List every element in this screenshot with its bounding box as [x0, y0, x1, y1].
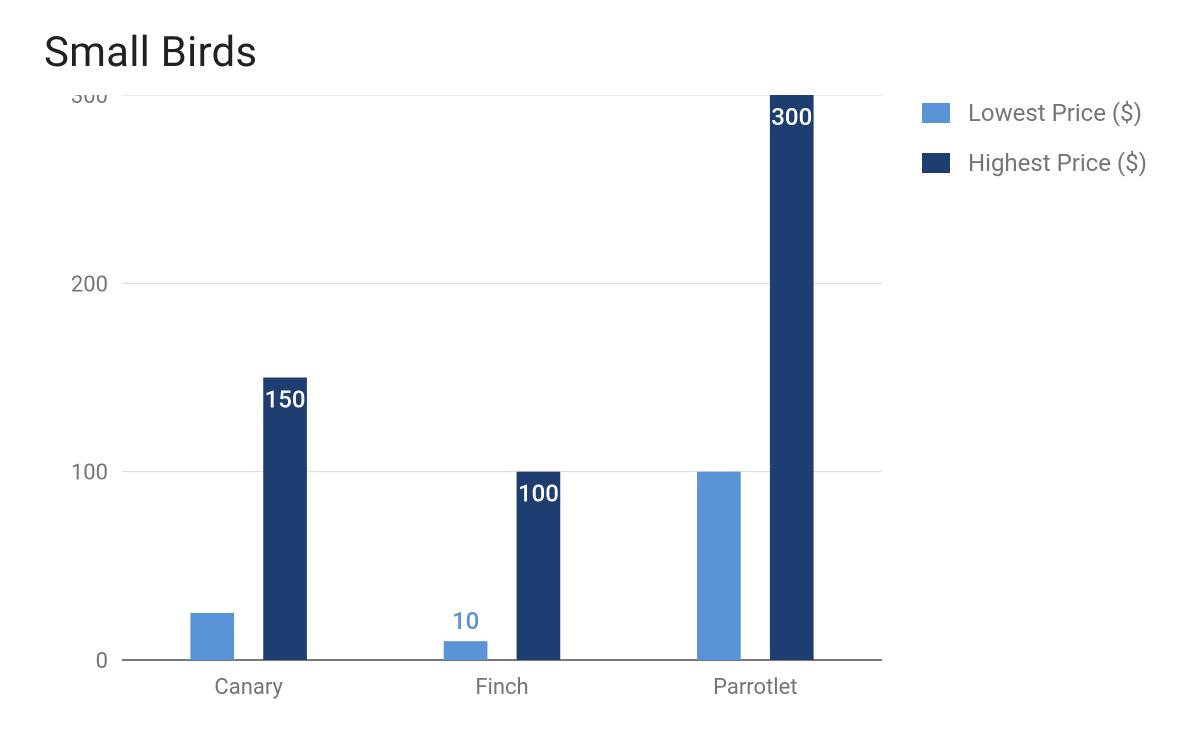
chart-title: Small Birds — [44, 28, 1160, 77]
x-category-label: Canary — [214, 675, 283, 700]
bar-value-label: 10 — [452, 607, 479, 635]
legend: Lowest Price ($) Highest Price ($) — [922, 99, 1147, 199]
legend-item-highest: Highest Price ($) — [922, 149, 1147, 177]
x-category-label: Parrotlet — [713, 675, 797, 700]
legend-item-lowest: Lowest Price ($) — [922, 99, 1147, 127]
bar — [263, 378, 307, 661]
y-tick-label: 300 — [71, 95, 108, 109]
chart-plot-wrap: 0 100 200 300 Canary Finch Parrotlet 25 150 10 100… — [40, 95, 900, 710]
y-tick-label: 0 — [96, 649, 108, 674]
bar — [770, 95, 814, 660]
bar — [444, 641, 488, 660]
y-tick-label: 200 — [71, 272, 108, 297]
chart-container: Small Birds 0 100 200 300 Canary Finch Parrotl… — [0, 0, 1200, 742]
bar-value-label: 100 — [518, 480, 559, 508]
bar-value-label: 100 — [698, 480, 739, 508]
chart-and-legend: 0 100 200 300 Canary Finch Parrotlet 25 150 10 100… — [40, 95, 1160, 710]
legend-label-lowest: Lowest Price ($) — [968, 99, 1142, 127]
bar-value-label: 300 — [771, 103, 812, 131]
chart-svg: 0 100 200 300 Canary Finch Parrotlet 25 150 10 100… — [40, 95, 900, 710]
legend-label-highest: Highest Price ($) — [968, 149, 1147, 177]
legend-swatch-highest — [922, 153, 950, 173]
bar-value-label: 150 — [265, 386, 306, 414]
y-tick-label: 100 — [71, 461, 108, 486]
bar-value-label: 25 — [199, 621, 226, 649]
legend-swatch-lowest — [922, 103, 950, 123]
x-category-label: Finch — [475, 675, 528, 700]
